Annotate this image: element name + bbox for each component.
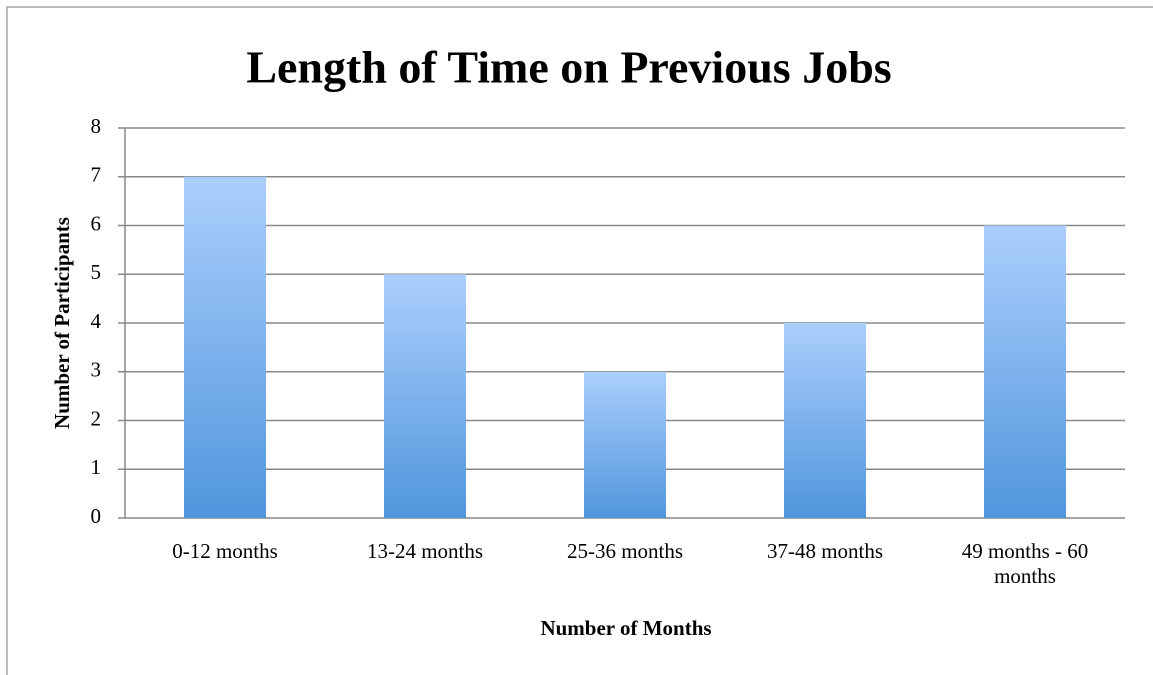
x-tick-label: 37-48 months — [766, 539, 884, 563]
y-tick-label: 5 — [91, 260, 102, 284]
bar — [984, 225, 1066, 518]
bar — [784, 323, 866, 518]
y-axis-label: Number of Participants — [50, 217, 74, 429]
y-tick-label: 4 — [91, 309, 102, 333]
y-tick-label: 6 — [91, 211, 102, 235]
y-tick-label: 1 — [91, 455, 102, 479]
x-tick-label: 13-24 months — [366, 539, 484, 563]
y-tick-label: 7 — [91, 163, 102, 187]
x-tick-label: 0-12 months — [172, 539, 278, 563]
y-tick-label: 8 — [91, 114, 102, 138]
x-tick-label: 25-36 months — [566, 539, 684, 563]
chart-border — [6, 6, 1153, 675]
bar — [184, 176, 266, 518]
y-tick-label: 3 — [91, 358, 102, 382]
y-tick-label: 2 — [91, 406, 102, 430]
x-tick-label: 49 months - 60 months — [961, 539, 1089, 588]
y-tick-label: 0 — [91, 504, 102, 528]
chart-title: Length of Time on Previous Jobs — [246, 42, 891, 93]
bar — [584, 371, 666, 518]
bar — [384, 274, 466, 518]
x-axis-label: Number of Months — [540, 616, 711, 640]
